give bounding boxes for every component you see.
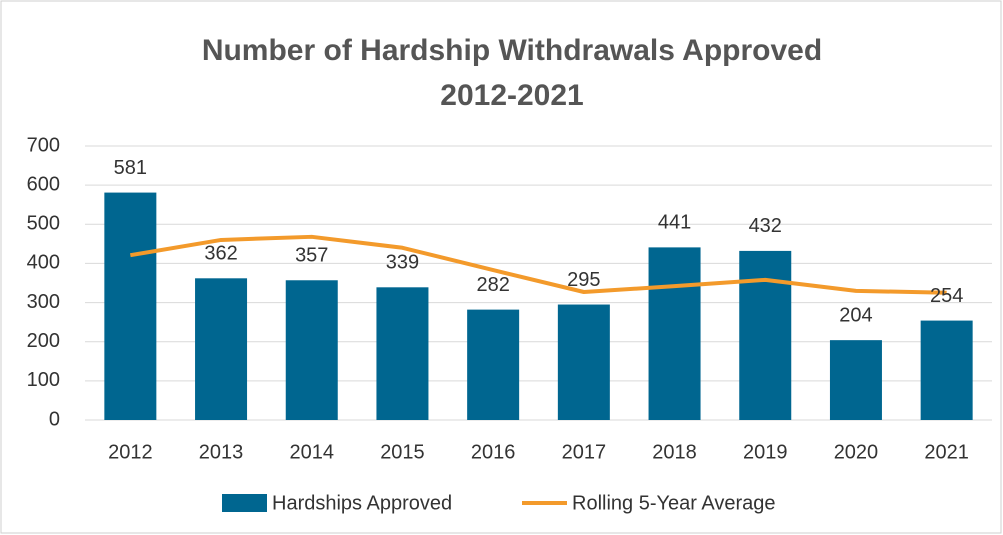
x-tick-label: 2019 bbox=[743, 441, 788, 463]
legend-label: Rolling 5-Year Average bbox=[572, 492, 775, 514]
x-tick-label: 2020 bbox=[834, 441, 879, 463]
bar bbox=[557, 304, 610, 420]
y-tick-label: 400 bbox=[27, 252, 60, 274]
legend-swatch bbox=[222, 494, 267, 512]
x-tick-label: 2013 bbox=[199, 441, 244, 463]
data-label: 295 bbox=[567, 269, 600, 291]
x-tick-label: 2018 bbox=[652, 441, 697, 463]
data-label: 254 bbox=[930, 285, 963, 307]
chart-title: Number of Hardship Withdrawals Approved bbox=[202, 34, 822, 67]
x-tick-label: 2014 bbox=[290, 441, 335, 463]
x-tick-label: 2017 bbox=[562, 441, 607, 463]
chart-title: 2012-2021 bbox=[440, 79, 583, 112]
bar bbox=[920, 320, 973, 420]
data-label: 339 bbox=[386, 252, 419, 274]
bar bbox=[739, 250, 792, 420]
bar bbox=[467, 309, 520, 420]
bar bbox=[195, 278, 248, 420]
data-label: 357 bbox=[295, 245, 328, 267]
y-tick-label: 100 bbox=[27, 369, 60, 391]
y-tick-label: 300 bbox=[27, 291, 60, 313]
data-label: 432 bbox=[749, 215, 782, 237]
x-tick-label: 2021 bbox=[924, 441, 969, 463]
data-label: 282 bbox=[476, 274, 509, 296]
y-tick-label: 200 bbox=[27, 330, 60, 352]
x-tick-label: 2015 bbox=[380, 441, 425, 463]
data-label: 441 bbox=[658, 212, 691, 234]
legend-label: Hardships Approved bbox=[272, 492, 452, 514]
line bbox=[130, 234, 947, 295]
bar bbox=[285, 280, 338, 420]
data-label: 581 bbox=[114, 157, 147, 179]
bar bbox=[376, 287, 429, 420]
data-label: 204 bbox=[839, 304, 872, 326]
y-tick-label: 600 bbox=[27, 173, 60, 195]
y-tick-label: 500 bbox=[27, 213, 60, 235]
x-tick-label: 2012 bbox=[108, 441, 153, 463]
bar bbox=[829, 340, 882, 420]
y-tick-label: 700 bbox=[27, 134, 60, 156]
bar bbox=[104, 192, 157, 420]
y-tick-label: 0 bbox=[49, 408, 60, 430]
data-label: 362 bbox=[204, 243, 237, 265]
bar bbox=[648, 247, 701, 420]
x-tick-label: 2016 bbox=[471, 441, 516, 463]
